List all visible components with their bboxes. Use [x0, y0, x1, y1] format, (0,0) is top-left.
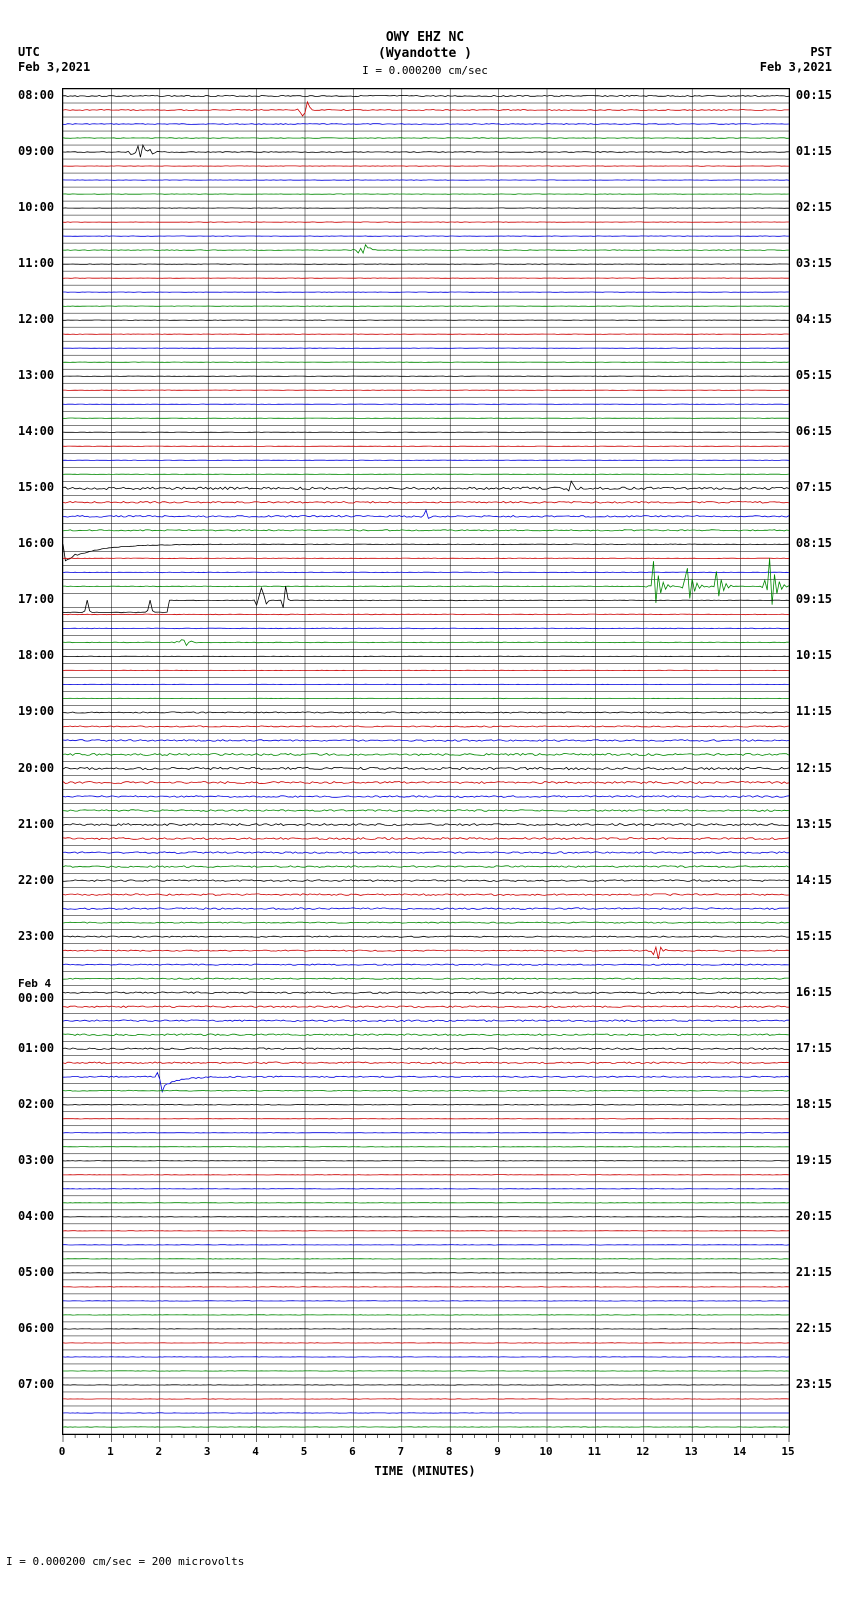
left-time-label: 16:00: [18, 536, 54, 550]
plot-area: [62, 88, 790, 1435]
chart-title-line1: OWY EHZ NC: [0, 30, 850, 45]
x-tick-label: 10: [539, 1445, 552, 1458]
x-tick-label: 11: [588, 1445, 601, 1458]
right-time-label: 16:15: [796, 985, 832, 999]
x-tick-label: 2: [155, 1445, 162, 1458]
right-time-label: 22:15: [796, 1321, 832, 1335]
left-time-label: 17:00: [18, 592, 54, 606]
x-tick-label: 8: [446, 1445, 453, 1458]
right-time-label: 07:15: [796, 480, 832, 494]
right-time-label: 18:15: [796, 1097, 832, 1111]
scale-indicator: 𝙸 = 0.000200 cm/sec: [0, 64, 850, 77]
left-time-prefix: Feb 4: [18, 978, 51, 990]
right-time-label: 02:15: [796, 200, 832, 214]
left-time-label: 11:00: [18, 256, 54, 270]
right-time-label: 00:15: [796, 88, 832, 102]
x-tick-label: 12: [636, 1445, 649, 1458]
left-time-label: 02:00: [18, 1097, 54, 1111]
left-time-label: 18:00: [18, 648, 54, 662]
x-tick-label: 5: [301, 1445, 308, 1458]
left-time-label: 23:00: [18, 929, 54, 943]
right-time-label: 21:15: [796, 1265, 832, 1279]
left-time-label: 08:00: [18, 88, 54, 102]
left-time-label: 13:00: [18, 368, 54, 382]
seismogram-container: OWY EHZ NC (Wyandotte ) 𝙸 = 0.000200 cm/…: [0, 0, 850, 1613]
left-time-label: 05:00: [18, 1265, 54, 1279]
right-time-label: 12:15: [796, 761, 832, 775]
left-time-label: 22:00: [18, 873, 54, 887]
left-time-label: 03:00: [18, 1153, 54, 1167]
x-axis-title: TIME (MINUTES): [0, 1464, 850, 1478]
right-time-label: 05:15: [796, 368, 832, 382]
left-time-label: 20:00: [18, 761, 54, 775]
x-tick-label: 0: [59, 1445, 66, 1458]
right-time-label: 10:15: [796, 648, 832, 662]
x-tick-label: 14: [733, 1445, 746, 1458]
right-time-label: 09:15: [796, 592, 832, 606]
right-time-label: 20:15: [796, 1209, 832, 1223]
left-time-label: 00:00: [18, 991, 54, 1005]
right-time-label: 01:15: [796, 144, 832, 158]
left-time-label: 15:00: [18, 480, 54, 494]
left-time-label: 10:00: [18, 200, 54, 214]
tz-right-date: Feb 3,2021: [760, 60, 832, 74]
x-tick-label: 13: [685, 1445, 698, 1458]
left-time-label: 04:00: [18, 1209, 54, 1223]
x-tick-label: 4: [252, 1445, 259, 1458]
x-tick-label: 9: [494, 1445, 501, 1458]
left-time-label: 19:00: [18, 704, 54, 718]
x-tick-label: 1: [107, 1445, 114, 1458]
right-time-label: 06:15: [796, 424, 832, 438]
right-time-label: 03:15: [796, 256, 832, 270]
tz-left-date: Feb 3,2021: [18, 60, 90, 74]
left-time-label: 06:00: [18, 1321, 54, 1335]
x-tick-label: 15: [781, 1445, 794, 1458]
right-time-label: 13:15: [796, 817, 832, 831]
left-time-label: 09:00: [18, 144, 54, 158]
right-time-label: 17:15: [796, 1041, 832, 1055]
left-time-label: 01:00: [18, 1041, 54, 1055]
x-tick-label: 6: [349, 1445, 356, 1458]
right-time-label: 23:15: [796, 1377, 832, 1391]
left-time-label: 14:00: [18, 424, 54, 438]
chart-title-line2: (Wyandotte ): [0, 46, 850, 61]
right-time-label: 19:15: [796, 1153, 832, 1167]
tz-left-label: UTC: [18, 45, 40, 59]
x-tick-label: 3: [204, 1445, 211, 1458]
right-time-label: 11:15: [796, 704, 832, 718]
footer-scale-text: 𝙸 = 0.000200 cm/sec = 200 microvolts: [6, 1555, 244, 1568]
left-time-label: 12:00: [18, 312, 54, 326]
left-time-label: 07:00: [18, 1377, 54, 1391]
left-time-label: 21:00: [18, 817, 54, 831]
right-time-label: 04:15: [796, 312, 832, 326]
right-time-label: 14:15: [796, 873, 832, 887]
x-tick-label: 7: [397, 1445, 404, 1458]
right-time-label: 08:15: [796, 536, 832, 550]
right-time-label: 15:15: [796, 929, 832, 943]
seismogram-svg: [63, 89, 789, 1444]
tz-right-label: PST: [810, 45, 832, 59]
